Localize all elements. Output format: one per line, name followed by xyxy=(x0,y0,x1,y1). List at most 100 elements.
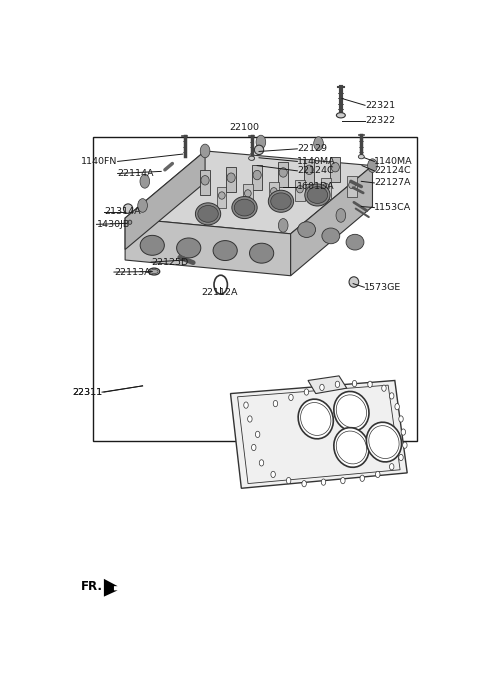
Circle shape xyxy=(401,429,406,435)
Polygon shape xyxy=(230,381,407,488)
Text: 22124C: 22124C xyxy=(374,166,411,176)
Ellipse shape xyxy=(336,112,345,118)
Ellipse shape xyxy=(201,176,209,185)
Circle shape xyxy=(382,385,386,392)
Polygon shape xyxy=(125,218,290,276)
Circle shape xyxy=(368,159,377,172)
Circle shape xyxy=(252,444,256,451)
Ellipse shape xyxy=(359,155,364,159)
Polygon shape xyxy=(243,185,252,206)
Circle shape xyxy=(244,402,248,409)
Ellipse shape xyxy=(334,392,369,431)
Text: 22311: 22311 xyxy=(72,387,102,396)
Circle shape xyxy=(321,479,326,486)
Text: 1601DA: 1601DA xyxy=(297,182,335,191)
Ellipse shape xyxy=(244,190,251,197)
Text: 1140MA: 1140MA xyxy=(297,157,336,166)
Ellipse shape xyxy=(253,170,261,180)
Ellipse shape xyxy=(298,399,333,439)
Circle shape xyxy=(368,381,372,387)
Circle shape xyxy=(336,208,346,222)
Ellipse shape xyxy=(271,188,277,195)
Polygon shape xyxy=(330,157,340,182)
Bar xyxy=(94,137,417,441)
Circle shape xyxy=(399,454,403,460)
Circle shape xyxy=(304,389,309,395)
Polygon shape xyxy=(278,162,288,187)
Text: 22114A: 22114A xyxy=(118,169,154,178)
Ellipse shape xyxy=(322,228,340,244)
Circle shape xyxy=(271,471,276,477)
Ellipse shape xyxy=(123,204,133,213)
Ellipse shape xyxy=(254,145,264,155)
Ellipse shape xyxy=(305,184,330,206)
Ellipse shape xyxy=(227,173,235,183)
Text: 22127A: 22127A xyxy=(374,178,411,187)
Text: 1140FN: 1140FN xyxy=(81,157,118,166)
Text: 22113A: 22113A xyxy=(114,268,151,276)
Ellipse shape xyxy=(297,185,303,193)
Ellipse shape xyxy=(366,422,401,462)
Ellipse shape xyxy=(140,236,164,255)
Ellipse shape xyxy=(195,203,221,225)
Ellipse shape xyxy=(331,163,339,172)
Circle shape xyxy=(375,471,380,477)
Ellipse shape xyxy=(279,168,288,177)
Circle shape xyxy=(335,381,340,387)
Ellipse shape xyxy=(218,192,225,199)
Polygon shape xyxy=(125,151,372,234)
Polygon shape xyxy=(104,579,118,597)
Ellipse shape xyxy=(213,240,237,261)
Ellipse shape xyxy=(198,206,218,222)
Ellipse shape xyxy=(305,165,313,174)
Circle shape xyxy=(352,381,357,387)
Circle shape xyxy=(341,477,345,484)
Circle shape xyxy=(395,404,399,410)
Text: 1153CA: 1153CA xyxy=(374,203,411,212)
Ellipse shape xyxy=(177,238,201,258)
Ellipse shape xyxy=(307,187,328,204)
Ellipse shape xyxy=(232,197,257,219)
Ellipse shape xyxy=(346,234,364,250)
Ellipse shape xyxy=(268,190,294,212)
Circle shape xyxy=(302,481,306,487)
Text: 1430JB: 1430JB xyxy=(96,220,130,229)
Circle shape xyxy=(259,460,264,466)
Ellipse shape xyxy=(334,428,369,467)
Polygon shape xyxy=(252,165,263,190)
Circle shape xyxy=(314,137,324,151)
Ellipse shape xyxy=(234,199,255,216)
Text: 22322: 22322 xyxy=(365,116,395,125)
Polygon shape xyxy=(321,178,331,199)
Circle shape xyxy=(255,431,260,437)
Circle shape xyxy=(288,394,293,400)
Ellipse shape xyxy=(323,183,329,191)
Text: 22311: 22311 xyxy=(72,387,102,396)
Text: 22321: 22321 xyxy=(365,101,395,110)
Text: 1573GE: 1573GE xyxy=(364,283,402,291)
Circle shape xyxy=(248,416,252,422)
Polygon shape xyxy=(295,180,305,202)
Circle shape xyxy=(320,384,324,391)
Circle shape xyxy=(200,144,210,158)
Polygon shape xyxy=(217,187,227,208)
Polygon shape xyxy=(200,170,210,195)
Circle shape xyxy=(273,400,278,407)
Polygon shape xyxy=(304,159,314,185)
Text: 22112A: 22112A xyxy=(202,288,238,297)
Circle shape xyxy=(389,464,394,470)
Polygon shape xyxy=(226,168,236,192)
Ellipse shape xyxy=(128,220,132,224)
Ellipse shape xyxy=(249,156,254,161)
Polygon shape xyxy=(125,151,205,249)
Polygon shape xyxy=(348,176,357,197)
Ellipse shape xyxy=(250,243,274,263)
Polygon shape xyxy=(269,183,278,204)
Ellipse shape xyxy=(150,270,158,274)
Ellipse shape xyxy=(349,276,359,287)
Circle shape xyxy=(389,393,394,399)
Circle shape xyxy=(138,199,147,212)
Text: 22124C: 22124C xyxy=(297,166,334,176)
Circle shape xyxy=(140,174,150,188)
Circle shape xyxy=(360,475,364,481)
